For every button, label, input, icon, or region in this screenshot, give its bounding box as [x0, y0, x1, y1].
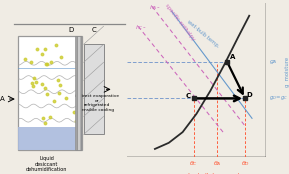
- Text: D: D: [247, 92, 252, 98]
- Bar: [75, 36, 81, 150]
- Text: $\theta_C$: $\theta_C$: [189, 159, 198, 168]
- Text: $\theta_D$: $\theta_D$: [240, 159, 250, 168]
- Text: C: C: [91, 27, 96, 33]
- Text: g  moisture
content: g moisture content: [286, 57, 289, 88]
- Text: wet-bulb temp.: wet-bulb temp.: [186, 19, 221, 49]
- Bar: [84, 44, 103, 135]
- Text: D: D: [68, 27, 73, 33]
- Text: A: A: [229, 54, 235, 60]
- Text: indirect evaporative
or
refrigerated
sensible cooling: indirect evaporative or refrigerated sen…: [75, 94, 119, 112]
- Text: $\theta_A$: $\theta_A$: [213, 159, 222, 168]
- Text: $h_{C^-}$: $h_{C^-}$: [136, 23, 148, 32]
- Bar: [18, 126, 82, 150]
- Text: A: A: [0, 96, 4, 102]
- Text: Liquid
desiccant
dehumidification: Liquid desiccant dehumidification: [26, 156, 67, 172]
- Text: C: C: [186, 93, 191, 99]
- Text: $g_A$: $g_A$: [269, 58, 278, 66]
- Text: specific enthalpy: specific enthalpy: [164, 3, 196, 41]
- Text: dry-bulb temperature: dry-bulb temperature: [186, 172, 249, 174]
- Text: $h_{A^-}$: $h_{A^-}$: [149, 3, 162, 12]
- Bar: [18, 36, 82, 150]
- Text: $g_D\!=\!g_C$: $g_D\!=\!g_C$: [269, 94, 288, 102]
